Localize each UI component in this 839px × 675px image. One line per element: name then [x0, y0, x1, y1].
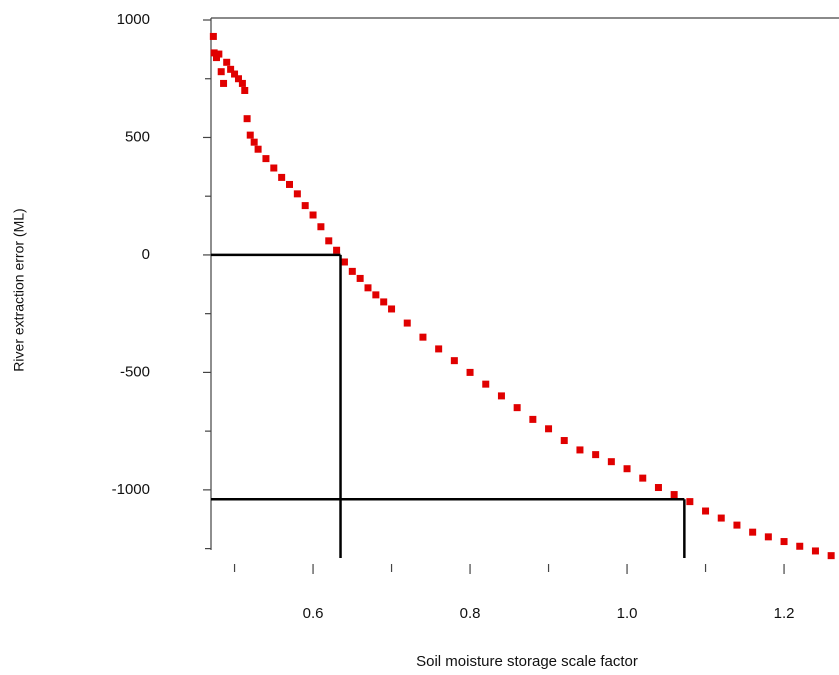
- point: [466, 368, 474, 376]
- point: [301, 202, 309, 210]
- point: [293, 190, 301, 198]
- x-tick-label: 0.6: [303, 605, 324, 622]
- y-tick-label: 500: [125, 128, 150, 145]
- point: [217, 68, 225, 76]
- point: [435, 345, 443, 353]
- y-tick-label: -500: [120, 363, 150, 380]
- point: [212, 54, 220, 62]
- point: [231, 70, 239, 78]
- point: [827, 552, 835, 560]
- point: [529, 415, 537, 423]
- x-axis-title: Soil moisture storage scale factor: [416, 653, 638, 670]
- point: [278, 173, 286, 181]
- point: [780, 538, 788, 546]
- point: [270, 164, 278, 172]
- point: [654, 484, 662, 492]
- point: [497, 392, 505, 400]
- point: [388, 305, 396, 313]
- point: [686, 498, 694, 506]
- point: [403, 319, 411, 327]
- point: [227, 65, 235, 73]
- point: [733, 521, 741, 529]
- point: [639, 474, 647, 482]
- point: [325, 237, 333, 245]
- point: [545, 425, 553, 433]
- point: [796, 542, 804, 550]
- point: [513, 404, 521, 412]
- point: [262, 155, 270, 163]
- point: [309, 211, 317, 219]
- point: [317, 223, 325, 231]
- point: [607, 458, 615, 466]
- point: [286, 180, 293, 188]
- point: [560, 437, 568, 445]
- point: [419, 333, 427, 341]
- point: [209, 32, 217, 40]
- point: [243, 115, 251, 123]
- point: [811, 547, 819, 555]
- y-axis-title: River extraction error (ML): [11, 208, 27, 371]
- point: [210, 49, 218, 57]
- x-tick-label: 1.2: [774, 605, 795, 622]
- point: [254, 145, 262, 153]
- point: [623, 465, 631, 473]
- x-tick-label: 0.8: [460, 605, 481, 622]
- point: [450, 357, 458, 365]
- point: [340, 258, 348, 266]
- point: [576, 446, 584, 454]
- point: [592, 451, 600, 459]
- point: [380, 298, 388, 306]
- point: [702, 507, 710, 515]
- point: [333, 246, 341, 254]
- y-tick-label: 0: [142, 246, 150, 263]
- y-tick-label: -1000: [112, 481, 150, 498]
- point: [250, 138, 258, 146]
- point: [749, 528, 757, 536]
- y-tick-label: 1000: [117, 11, 150, 28]
- point: [220, 79, 228, 87]
- point: [764, 533, 772, 541]
- point: [482, 380, 490, 388]
- point: [241, 86, 249, 94]
- point: [238, 79, 246, 87]
- point: [670, 491, 678, 499]
- x-tick-label: 1.0: [617, 605, 638, 622]
- point: [348, 267, 356, 275]
- point: [356, 274, 364, 282]
- point: [717, 514, 725, 522]
- point: [246, 131, 254, 139]
- point: [223, 58, 231, 66]
- point: [234, 75, 242, 83]
- point: [364, 284, 372, 292]
- point: [372, 291, 380, 299]
- point: [215, 50, 223, 58]
